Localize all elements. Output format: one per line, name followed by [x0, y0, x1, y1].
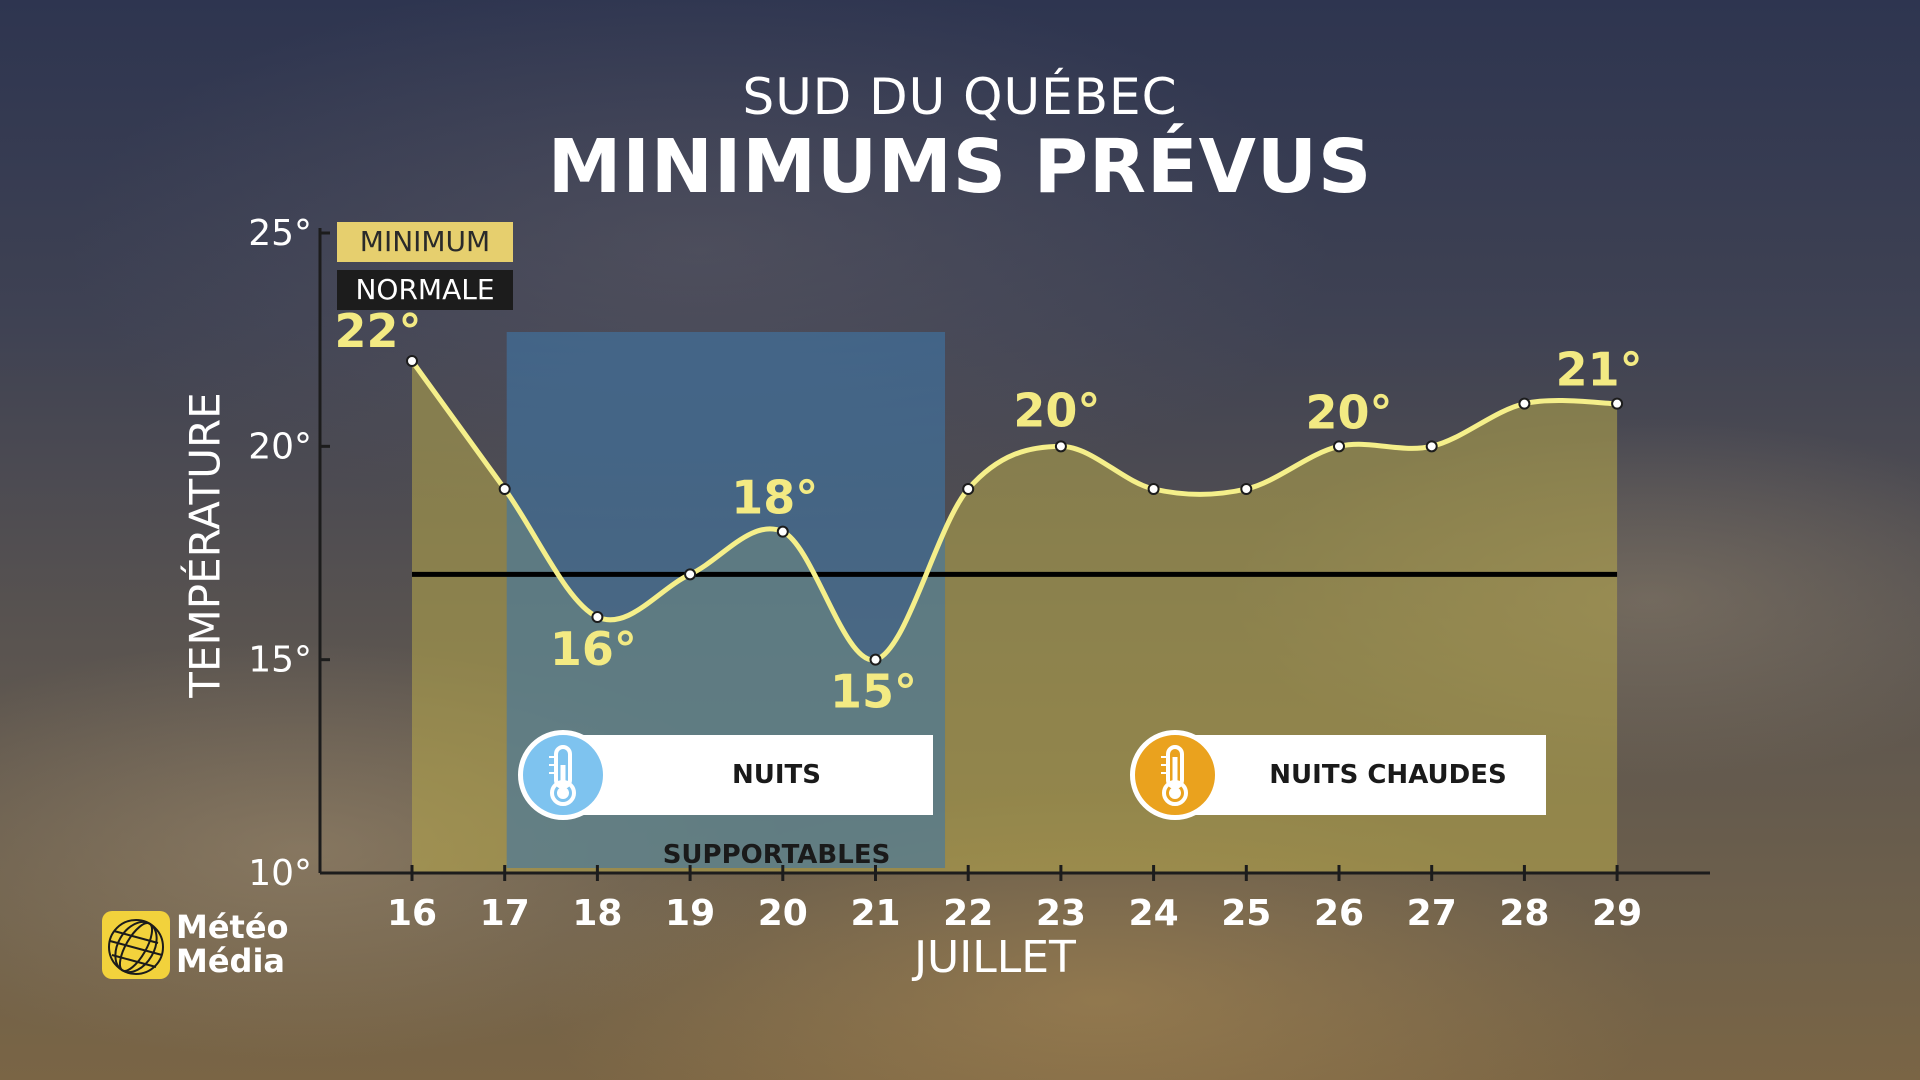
- y-axis-label: TEMPÉRATURE: [180, 392, 230, 698]
- data-label: 21°: [1556, 343, 1643, 397]
- x-tick-label: 18: [572, 893, 622, 934]
- logo-line1: Météo: [176, 908, 289, 946]
- data-label: 18°: [731, 471, 818, 525]
- x-tick-label: 22: [943, 893, 993, 934]
- minimum-data-point: [1518, 397, 1531, 410]
- x-tick-label: 24: [1129, 893, 1179, 934]
- data-label: 16°: [550, 622, 637, 676]
- thermometer-warm-icon: [1130, 730, 1220, 820]
- badge-cool-label: NUITS SUPPORTABLES: [662, 760, 891, 870]
- legend-normale: NORMALE: [337, 270, 513, 310]
- minimum-data-point: [498, 483, 511, 495]
- y-tick-label: 25°: [248, 213, 312, 254]
- x-tick-label: 28: [1499, 893, 1549, 934]
- y-tick-label: 10°: [248, 853, 312, 894]
- badge-nuits-supportables: NUITS SUPPORTABLES: [570, 735, 933, 870]
- x-tick-label: 26: [1314, 893, 1364, 934]
- x-tick-label: 19: [665, 893, 715, 934]
- minimum-data-point: [1054, 440, 1067, 453]
- meteomedia-globe-icon: [102, 911, 170, 979]
- minimum-data-point: [1240, 483, 1253, 495]
- thermometer-cool-icon: [518, 730, 608, 820]
- chart-subtitle: SUD DU QUÉBEC: [742, 68, 1178, 126]
- x-tick-label: 17: [480, 893, 530, 934]
- x-tick-label: 23: [1036, 893, 1086, 934]
- minimum-data-point: [406, 355, 418, 367]
- badge-warm-label: NUITS CHAUDES: [1269, 760, 1507, 790]
- x-tick-label: 20: [758, 893, 808, 934]
- minimum-data-point: [962, 483, 975, 495]
- y-tick-label: 20°: [248, 426, 312, 467]
- minimum-data-point: [1333, 440, 1345, 453]
- minimum-data-point: [591, 611, 604, 623]
- data-label: 20°: [1013, 383, 1100, 437]
- minimum-data-point: [684, 568, 697, 581]
- chart-title: MINIMUMS PRÉVUS: [547, 124, 1373, 210]
- badge-nuits-chaudes: NUITS CHAUDES: [1180, 735, 1546, 815]
- x-tick-label: 29: [1592, 893, 1642, 934]
- x-axis-label: JUILLET: [914, 932, 1076, 983]
- x-tick-label: 21: [850, 893, 900, 934]
- legend-minimum: MINIMUM: [337, 222, 513, 262]
- data-label: 15°: [830, 665, 917, 719]
- data-label: 20°: [1305, 385, 1392, 439]
- x-tick-label: 16: [387, 893, 437, 934]
- meteomedia-logo-text: Météo Média: [176, 910, 289, 978]
- x-tick-label: 25: [1221, 893, 1271, 934]
- data-label: 22°: [334, 304, 421, 358]
- x-tick-label: 27: [1407, 893, 1457, 934]
- minimum-data-point: [1425, 440, 1438, 453]
- y-tick-label: 15°: [248, 640, 312, 681]
- minimum-data-point: [869, 653, 882, 666]
- minimum-data-point: [1147, 483, 1160, 495]
- minimum-data-point: [776, 525, 789, 538]
- logo-line2: Média: [176, 942, 286, 980]
- minimum-data-point: [1611, 397, 1624, 410]
